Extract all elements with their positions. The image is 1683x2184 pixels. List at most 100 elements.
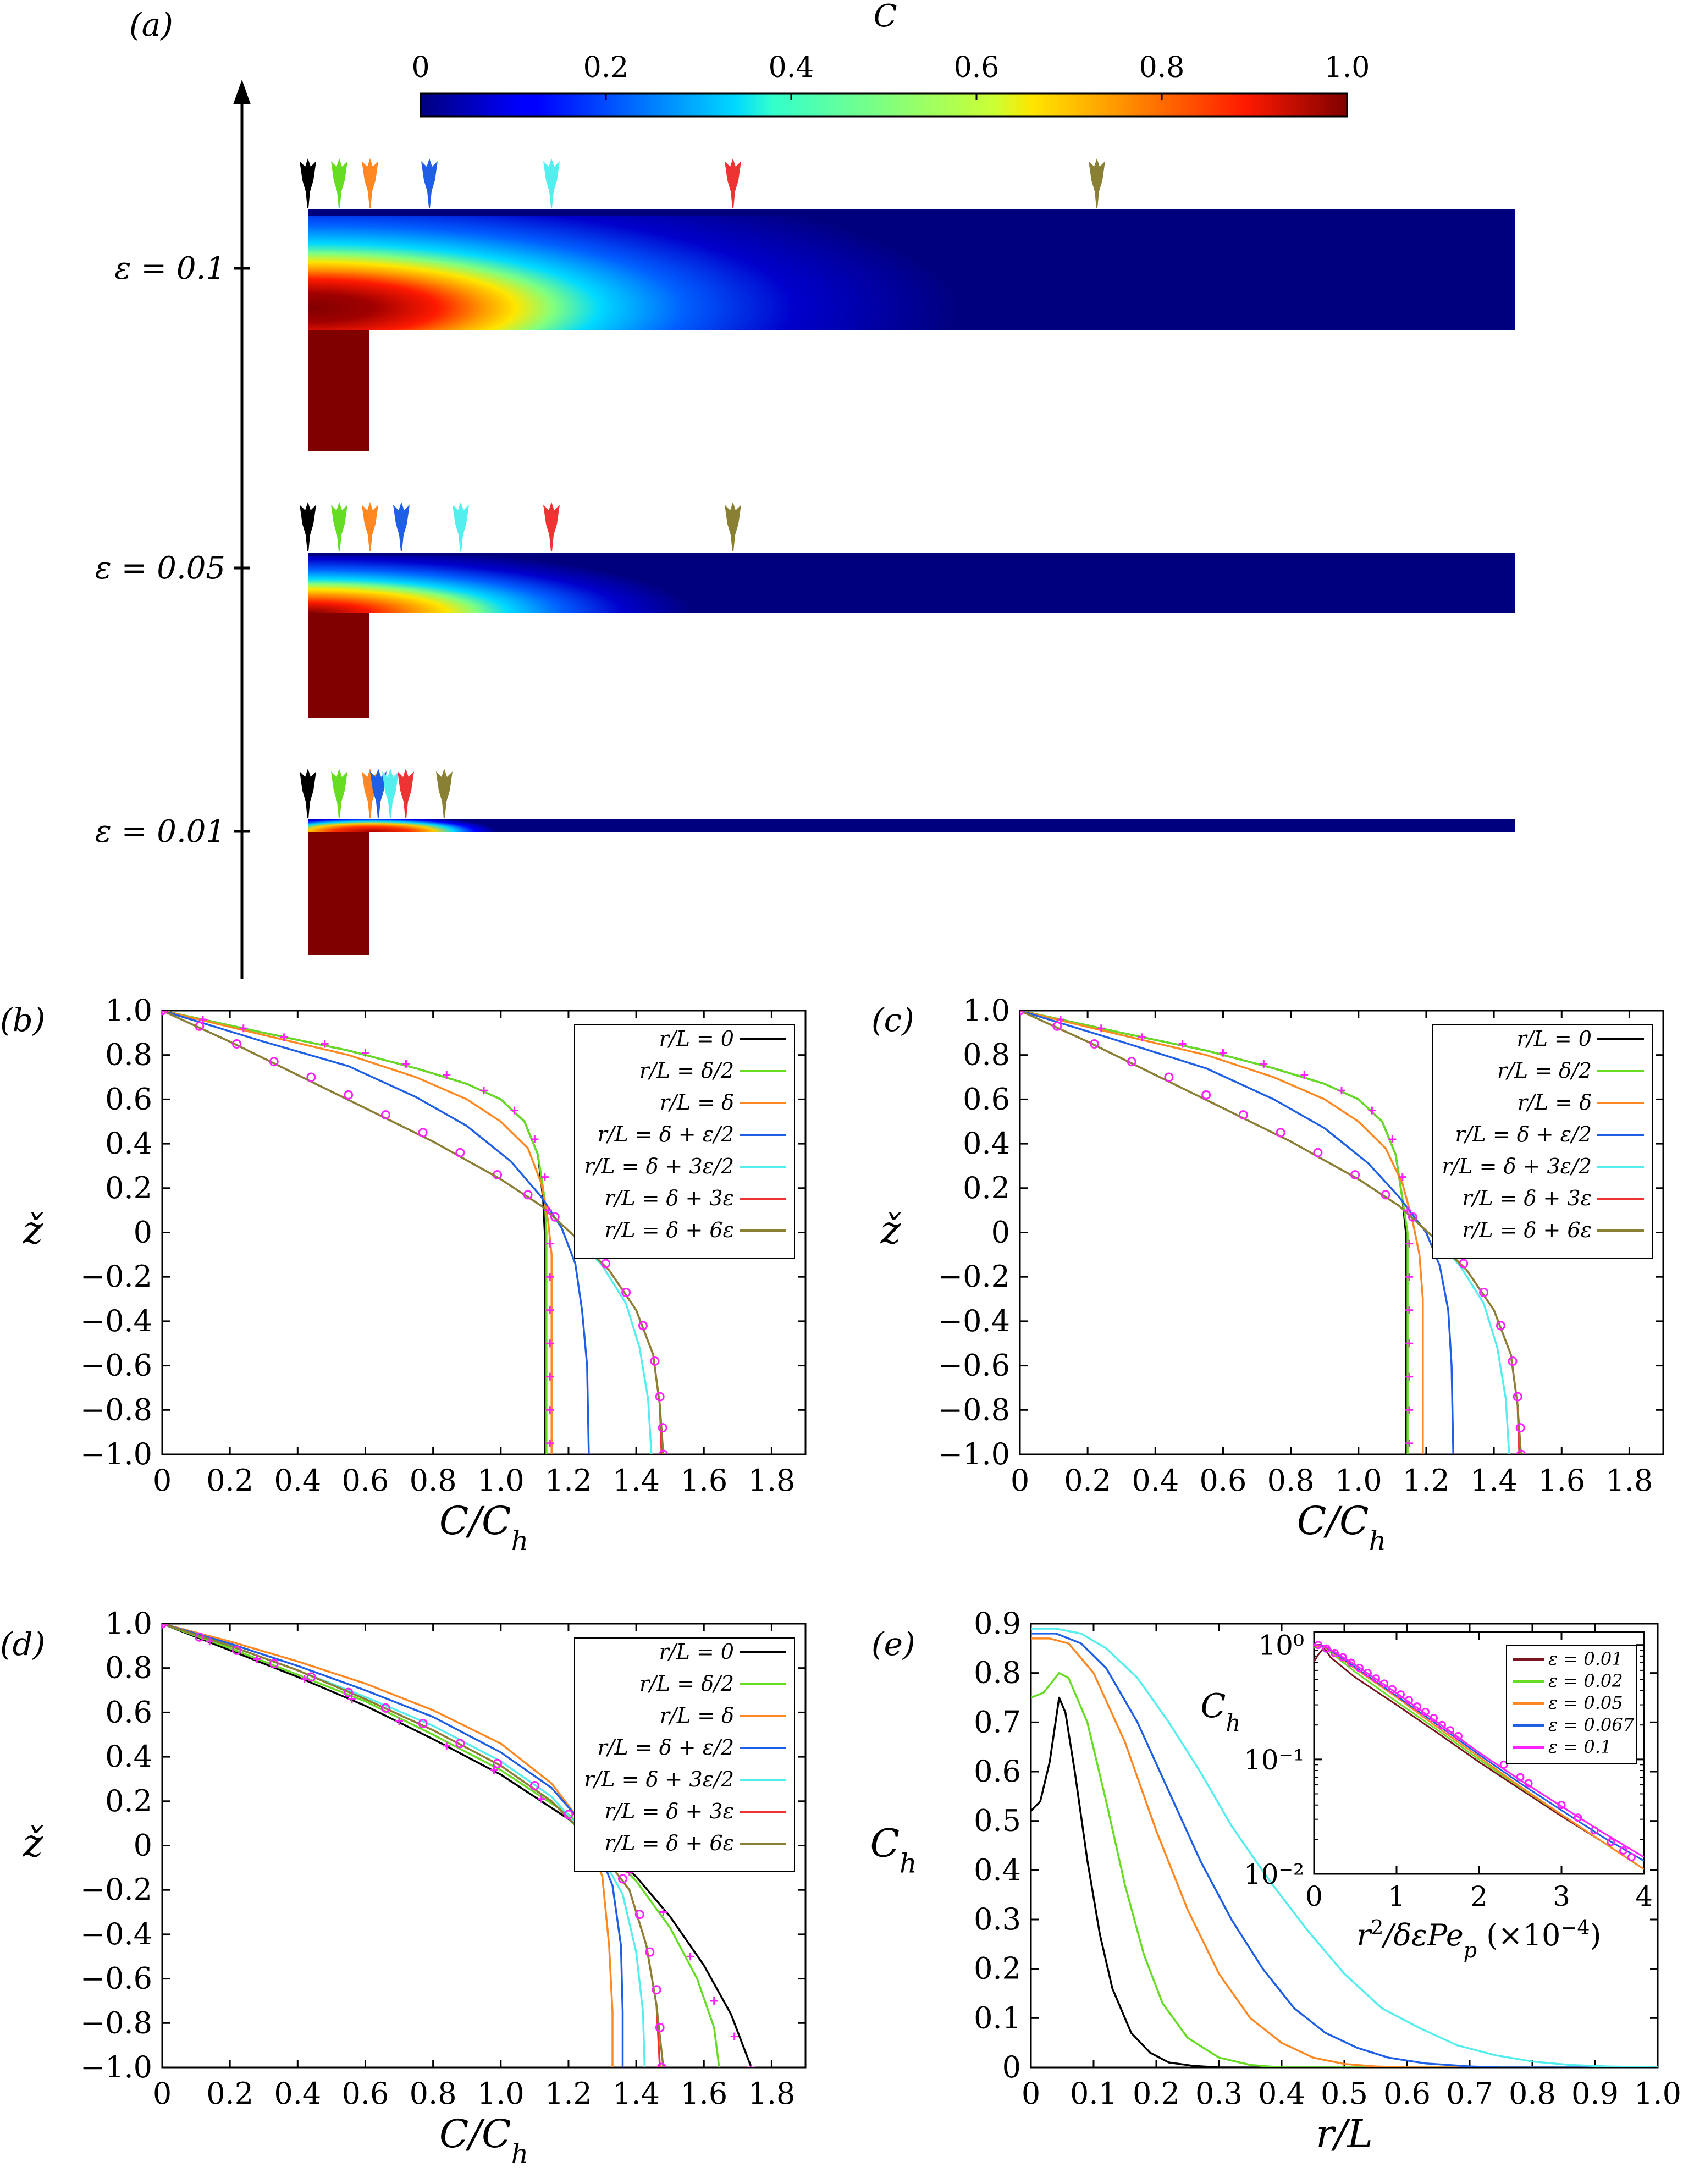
y-tick-label: 0.3 bbox=[974, 1902, 1021, 1937]
data-point-circle bbox=[658, 1449, 668, 1454]
x-tick-label: 0.2 bbox=[206, 1463, 253, 1498]
x-tick-label: 0.4 bbox=[1132, 1463, 1179, 1498]
data-point-circle bbox=[1052, 1021, 1062, 1031]
series-layer bbox=[1020, 1011, 1526, 1454]
data-point-plus bbox=[686, 1953, 694, 1961]
legend-label: r/L = δ bbox=[660, 1703, 734, 1728]
data-point-plus bbox=[1300, 1071, 1309, 1079]
chart-e-inset: 0 1 2 3 4 10⁰ 10⁻¹ 10⁻² r2/δεPep (×10−4) Ch ε = 0.… bbox=[1201, 1630, 1653, 1962]
x-tick-label: 0.8 bbox=[410, 1463, 457, 1498]
x-tick-label: 0.4 bbox=[274, 1463, 321, 1498]
data-point-circle bbox=[1627, 1853, 1636, 1862]
x-tick-label: 0.6 bbox=[342, 2076, 389, 2111]
y-tick-label: 0 bbox=[134, 1215, 152, 1250]
x-tick-label: 0.1 bbox=[1070, 2076, 1117, 2111]
probe-marker-icon bbox=[300, 158, 316, 208]
y-tick-label: −0.4 bbox=[938, 1304, 1010, 1338]
data-point-plus bbox=[1219, 1049, 1227, 1057]
data-point-circle bbox=[1557, 1801, 1566, 1810]
data-point-circle bbox=[1201, 1090, 1211, 1100]
probe-marker-icon bbox=[382, 769, 399, 818]
y-tick-label: 0.7 bbox=[974, 1705, 1021, 1739]
x-axis-label: C/Ch bbox=[1297, 1498, 1386, 1557]
x-tick-label: 1 bbox=[1388, 1880, 1405, 1912]
legend-label: r/L = δ/2 bbox=[1497, 1058, 1592, 1083]
data-point-circle bbox=[1479, 1287, 1489, 1297]
y-tick-label: −1.0 bbox=[80, 2050, 152, 2084]
x-tick-label: 3 bbox=[1553, 1880, 1570, 1912]
y-tick-label: 0.6 bbox=[105, 1695, 152, 1729]
data-point-circle bbox=[1350, 1170, 1360, 1180]
probe-marker-icon bbox=[393, 502, 410, 551]
x-tick-label: 0.4 bbox=[1258, 2076, 1305, 2111]
panel-a-label: (a) bbox=[129, 6, 173, 43]
y-tick-label: −0.6 bbox=[80, 1961, 152, 1996]
legend-label: r/L = δ + 6ε bbox=[604, 1218, 734, 1242]
y-tick-label: −0.2 bbox=[80, 1872, 152, 1907]
legend-label: ε = 0.1 bbox=[1548, 1736, 1612, 1757]
colorbar: C 0 0.2 0.4 0.6 0.8 1.0 bbox=[411, 0, 1370, 118]
probe-marker-icon bbox=[1089, 158, 1105, 208]
data-point-plus bbox=[1405, 1439, 1414, 1447]
legend-label: r/L = δ + 3ε/2 bbox=[1442, 1154, 1592, 1178]
series-line bbox=[162, 1011, 590, 1454]
x-tick-label: 1.6 bbox=[680, 1463, 727, 1498]
y-tick-label: 10⁻¹ bbox=[1244, 1744, 1304, 1776]
legend: r/L = 0 r/L = δ/2 r/L = δ r/L = δ + ε/2 r/L … bbox=[1432, 1024, 1653, 1259]
colorbar-tick-label: 0.2 bbox=[583, 51, 629, 84]
data-point-plus bbox=[347, 1695, 356, 1703]
y-tick-label: 1.0 bbox=[105, 1606, 152, 1641]
data-point-circle bbox=[1454, 1731, 1463, 1740]
probe-marker-icon bbox=[331, 769, 347, 818]
x-tick-label: 0.5 bbox=[1321, 2076, 1368, 2111]
x-tick-label: 1.6 bbox=[1538, 1463, 1585, 1498]
y-tick-label: 0.4 bbox=[974, 1852, 1021, 1887]
probe-marker-icon bbox=[300, 502, 316, 551]
legend-label: r/L = 0 bbox=[659, 1027, 734, 1051]
legend-box bbox=[574, 1637, 795, 1872]
legend-label: r/L = 0 bbox=[1517, 1027, 1592, 1051]
x-tick-label: 0.6 bbox=[1383, 2076, 1431, 2111]
series-line bbox=[1031, 1633, 1658, 2067]
data-point-circle bbox=[1364, 1669, 1372, 1678]
y-tick-label: 0.5 bbox=[974, 1804, 1021, 1838]
probe-marker-icon bbox=[362, 502, 378, 551]
data-point-circle bbox=[306, 1672, 316, 1682]
data-point-plus bbox=[544, 1206, 552, 1215]
data-point-circle bbox=[1276, 1128, 1285, 1138]
y-tick-label: 0.8 bbox=[105, 1038, 152, 1072]
y-tick-label: 0 bbox=[991, 1215, 1010, 1250]
data-point-circle bbox=[1421, 1707, 1430, 1716]
legend-box bbox=[574, 1024, 795, 1259]
data-point-plus bbox=[1405, 1239, 1414, 1248]
y-tick-label: −0.6 bbox=[80, 1348, 152, 1383]
data-point-plus bbox=[537, 1795, 545, 1803]
data-point-circle bbox=[1438, 1720, 1446, 1729]
y-tick-label: 0 bbox=[1002, 2050, 1021, 2084]
data-point-circle bbox=[1408, 1212, 1417, 1222]
x-tick-label: 0.2 bbox=[206, 2076, 253, 2111]
data-point-circle bbox=[418, 1719, 428, 1729]
legend-label: r/L = δ + ε/2 bbox=[1455, 1122, 1592, 1146]
y-tick-label: 0.4 bbox=[105, 1126, 152, 1161]
x-tick-label: 1.0 bbox=[477, 2076, 525, 2111]
probe-marker-icon bbox=[331, 502, 347, 551]
probe-markers bbox=[300, 502, 741, 551]
data-point-circle bbox=[1313, 1148, 1323, 1157]
series-line bbox=[1020, 1011, 1424, 1454]
data-point-plus bbox=[546, 1273, 554, 1281]
legend-label: ε = 0.01 bbox=[1548, 1648, 1623, 1669]
x-tick-label: 0.2 bbox=[1064, 1463, 1111, 1498]
data-point-plus bbox=[1404, 1206, 1412, 1215]
data-point-circle bbox=[1574, 1813, 1582, 1822]
probe-marker-icon bbox=[543, 158, 560, 208]
data-point-plus bbox=[710, 1997, 718, 2005]
chart-b: 0 0.2 0.4 0.6 0.8 1.0 1.2 1.4 1.6 1.8 1.0 0.8 0.6 0.4… bbox=[23, 993, 807, 1557]
y-tick-label: 0 bbox=[134, 1828, 152, 1863]
x-tick-label: 0.8 bbox=[1509, 2076, 1556, 2111]
x-tick-label: 0.9 bbox=[1571, 2076, 1619, 2111]
inlet-pipe bbox=[308, 330, 369, 451]
data-point-circle bbox=[231, 1039, 241, 1049]
probe-marker-icon bbox=[362, 158, 378, 208]
